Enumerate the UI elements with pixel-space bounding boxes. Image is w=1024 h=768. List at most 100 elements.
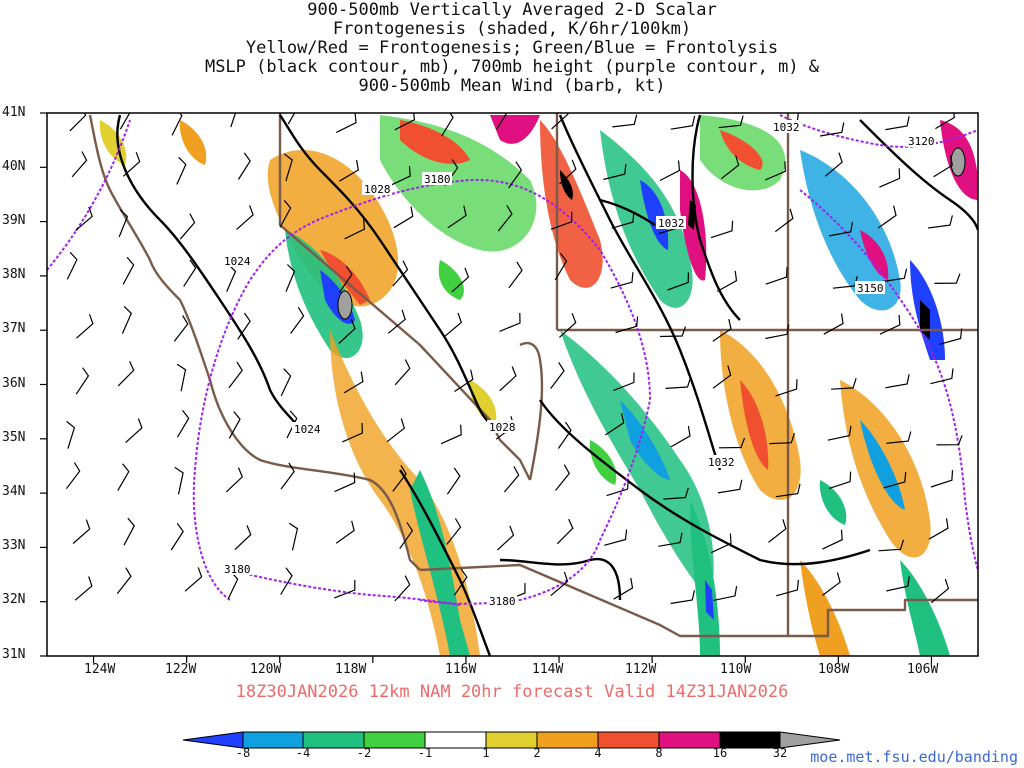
wind-barb	[716, 270, 738, 292]
wind-barb	[116, 567, 132, 594]
colorbar-cell	[182, 731, 244, 749]
wind-barb	[237, 312, 251, 340]
wind-barb	[551, 113, 569, 130]
wind-barb	[823, 313, 844, 335]
height-label: 3180	[489, 595, 516, 608]
title-line-2: Frontogenesis (shaded, K/6hr/100km)	[332, 19, 692, 39]
lon-label: 120W	[250, 662, 282, 677]
title-line-5: 900-500mb Mean Wind (barb, kt)	[358, 76, 666, 96]
colorbar-cell	[597, 731, 660, 749]
wind-barb	[173, 315, 189, 342]
wind-barb	[69, 113, 87, 132]
wind-barb	[604, 529, 628, 546]
colorbar-label: 2	[533, 746, 541, 760]
lat-label: 41N	[2, 105, 26, 120]
wind-barb	[710, 533, 732, 554]
wind-barb	[336, 113, 357, 133]
wind-barb	[283, 153, 293, 182]
wind-barb	[885, 116, 910, 131]
wind-barb	[451, 267, 470, 293]
lon-label: 106W	[907, 662, 939, 677]
wind-barb	[764, 161, 786, 181]
wind-barb	[72, 519, 91, 544]
wind-barb	[226, 263, 237, 292]
wind-barb	[610, 272, 634, 289]
lon-label: 122W	[165, 662, 197, 677]
wind-barb	[822, 529, 843, 550]
wind-barb	[882, 268, 908, 282]
wind-barb	[939, 328, 963, 345]
mslp-contours	[116, 114, 978, 656]
wind-barb	[550, 362, 565, 389]
wind-barb	[444, 312, 463, 338]
wind-barb	[769, 433, 796, 445]
wind-barb	[822, 572, 841, 596]
wind-barb	[930, 368, 954, 385]
wind-barb	[718, 437, 746, 449]
lon-label: 110W	[720, 662, 752, 677]
wind-barb	[613, 372, 635, 391]
wind-barb	[879, 168, 901, 188]
wind-barb	[670, 425, 691, 448]
colorbar-label: -4	[295, 746, 311, 760]
wind-barb	[775, 379, 798, 397]
wind-barb	[75, 206, 93, 232]
wind-barb	[176, 156, 187, 185]
wind-barb	[338, 159, 359, 182]
wind-barb	[877, 205, 897, 229]
wind-barb	[237, 152, 251, 180]
colorbar-cell	[719, 731, 781, 749]
wind-barb	[612, 114, 638, 128]
wind-barb	[454, 369, 474, 393]
lat-label: 35N	[2, 430, 26, 445]
wind-barb	[611, 212, 635, 229]
wind-barb	[76, 314, 94, 339]
wind-barb	[559, 159, 577, 185]
wind-barb	[660, 326, 687, 338]
wind-barb	[712, 365, 732, 389]
mslp-label: 1032	[658, 217, 685, 230]
wind-barb	[717, 479, 743, 494]
wind-barb	[603, 164, 627, 181]
wind-barb	[496, 525, 515, 551]
wind-barb	[75, 367, 90, 395]
lon-label: 114W	[532, 662, 564, 677]
colorbar-label: -8	[235, 746, 251, 760]
lon-label: 112W	[625, 662, 657, 677]
wind-barb	[828, 221, 854, 237]
wind-barb	[670, 590, 695, 605]
wind-barb	[342, 422, 364, 443]
wind-barb	[66, 251, 78, 280]
colorbar-label: 16	[712, 746, 728, 760]
lon-label: 124W	[84, 662, 116, 677]
wind-barb	[228, 411, 241, 439]
wind-barb	[285, 264, 296, 292]
wind-barb	[497, 204, 513, 232]
wind-barb	[659, 160, 681, 182]
colorbar-cell	[242, 731, 304, 749]
colorbar-cell	[485, 731, 538, 749]
wind-barb	[508, 261, 523, 289]
wind-barb	[554, 252, 568, 281]
wind-barb	[176, 363, 187, 392]
colorbar-label: 8	[655, 746, 663, 760]
lat-label: 34N	[2, 484, 26, 499]
colorbar-cell	[363, 731, 426, 749]
wind-barb	[765, 267, 788, 285]
wind-barb	[338, 265, 353, 293]
wind-barb	[550, 571, 569, 597]
colorbar-label: -2	[356, 746, 372, 760]
wind-barb	[170, 523, 184, 551]
title-line-1: 900-500mb Vertically Averaged 2-D Scalar	[307, 0, 717, 20]
wind-barb	[230, 113, 237, 128]
wind-barb	[886, 576, 910, 592]
frontogenesis-shading	[99, 115, 978, 656]
lat-label: 32N	[2, 592, 26, 607]
wind-barb	[606, 479, 629, 497]
wind-barb	[713, 586, 738, 601]
wind-barb	[286, 410, 298, 439]
wind-barb	[179, 213, 196, 240]
wind-barb	[883, 471, 907, 489]
colorbar-cell	[536, 731, 599, 749]
